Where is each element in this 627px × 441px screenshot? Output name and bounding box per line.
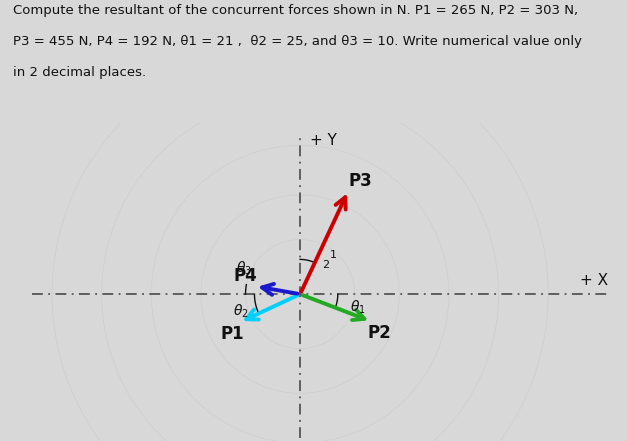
Text: Compute the resultant of the concurrent forces shown in N. P1 = 265 N, P2 = 303 : Compute the resultant of the concurrent … [13, 4, 577, 17]
Text: + X: + X [579, 273, 608, 288]
Text: P2: P2 [367, 324, 391, 342]
Text: P3 = 455 N, P4 = 192 N, θ1 = 21 ,  θ2 = 25, and θ3 = 10. Write numerical value o: P3 = 455 N, P4 = 192 N, θ1 = 21 , θ2 = 2… [13, 35, 581, 48]
Text: $\theta_2$: $\theta_2$ [233, 303, 248, 320]
Text: $\theta_3$: $\theta_3$ [236, 259, 251, 277]
Text: + Y: + Y [310, 134, 337, 149]
Text: P3: P3 [349, 172, 372, 190]
Text: $\theta_1$: $\theta_1$ [350, 299, 366, 316]
Text: 2: 2 [322, 260, 329, 270]
Text: in 2 decimal places.: in 2 decimal places. [13, 66, 145, 79]
Text: 1: 1 [330, 250, 337, 261]
Text: P4: P4 [233, 267, 257, 285]
Text: P1: P1 [220, 325, 244, 343]
